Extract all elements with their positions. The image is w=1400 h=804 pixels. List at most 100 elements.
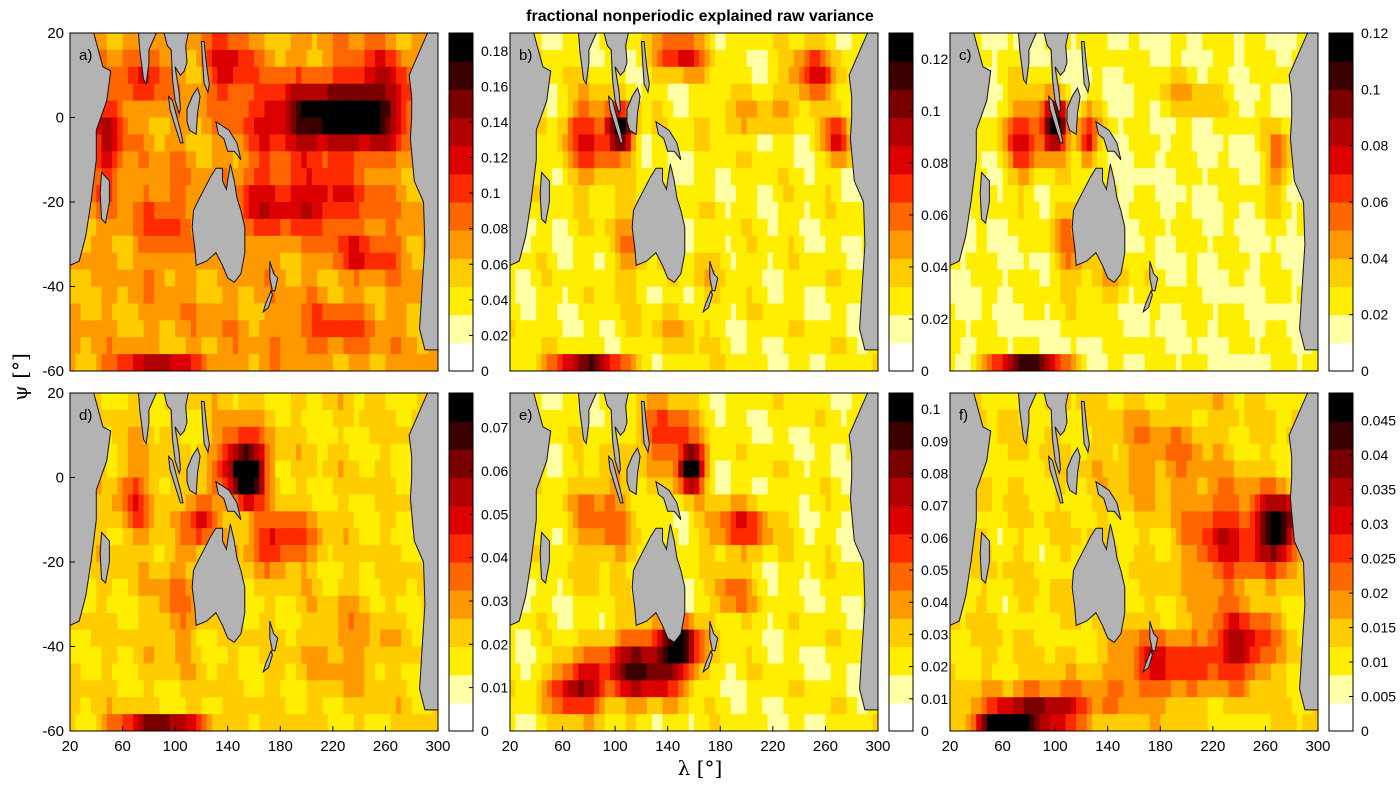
heatmap-cell <box>411 33 418 51</box>
heatmap-cell <box>1239 269 1245 288</box>
heatmap-cell <box>1207 286 1214 304</box>
heatmap-cell <box>1202 218 1209 237</box>
heatmap-cell <box>159 562 166 580</box>
heatmap-cell <box>651 134 658 152</box>
heatmap-cell <box>1055 218 1061 237</box>
heatmap-cell <box>1254 337 1261 355</box>
heatmap-cell <box>950 303 956 321</box>
heatmap-cell <box>275 134 281 152</box>
heatmap-cell <box>788 134 795 152</box>
heatmap-cell <box>127 202 134 220</box>
heatmap-cell <box>369 252 376 271</box>
heatmap-cell <box>841 185 848 203</box>
heatmap-cell <box>70 354 76 371</box>
heatmap-cell <box>604 235 611 254</box>
heatmap-cell <box>254 354 260 371</box>
heatmap-cell <box>1097 320 1104 338</box>
heatmap-cell <box>190 646 197 664</box>
heatmap-cell <box>1002 320 1009 338</box>
heatmap-cell <box>206 612 213 631</box>
heatmap-cell <box>1018 134 1025 152</box>
heatmap-cell <box>851 49 858 68</box>
heatmap-cell <box>793 337 800 355</box>
heatmap-cell <box>1239 33 1245 51</box>
heatmap-cell <box>1065 218 1072 237</box>
heatmap-cell <box>546 49 553 68</box>
heatmap-cell <box>159 117 166 135</box>
heatmap-cell <box>117 252 124 271</box>
heatmap-cell <box>1144 354 1151 371</box>
heatmap-cell <box>196 426 203 445</box>
heatmap-cell <box>101 303 108 321</box>
heatmap-cell <box>1281 286 1288 304</box>
heatmap-cell <box>583 151 590 169</box>
heatmap-cell <box>112 235 118 254</box>
heatmap-cell <box>976 354 983 371</box>
heatmap-cell <box>646 33 653 51</box>
heatmap-cell <box>1076 337 1083 355</box>
heatmap-cell <box>1254 286 1261 304</box>
heatmap-cell <box>567 83 574 102</box>
heatmap-cell <box>625 151 632 169</box>
heatmap-cell <box>694 202 700 220</box>
heatmap-cell <box>243 134 250 152</box>
heatmap-cell <box>1128 235 1135 254</box>
heatmap-cell <box>997 320 1004 338</box>
heatmap-cell <box>746 354 753 371</box>
heatmap-cell <box>201 528 208 546</box>
heatmap-cell <box>364 354 371 371</box>
heatmap-cell <box>1239 235 1245 254</box>
heatmap-cell <box>85 680 92 698</box>
heatmap-cell <box>557 151 564 169</box>
heatmap-cell <box>783 286 790 304</box>
heatmap-cell <box>117 83 124 102</box>
heatmap-cell <box>562 151 569 169</box>
heatmap-cell <box>217 697 224 715</box>
heatmap-cell <box>364 100 371 119</box>
heatmap-cell <box>630 185 637 203</box>
heatmap-cell <box>541 286 548 304</box>
heatmap-cell <box>788 185 795 203</box>
heatmap-cell <box>709 303 716 321</box>
heatmap-cell <box>196 409 203 428</box>
heatmap-cell <box>783 320 790 338</box>
land-layer <box>70 33 438 351</box>
heatmap-cell <box>1023 134 1030 152</box>
heatmap-cell <box>1244 168 1251 186</box>
heatmap-cell <box>767 49 774 68</box>
heatmap-cell <box>1049 134 1056 152</box>
heatmap-cell <box>1270 100 1277 119</box>
heatmap-cell <box>1170 286 1177 304</box>
heatmap-cell <box>101 269 108 288</box>
heatmap-cell <box>1102 286 1109 304</box>
heatmap-cell <box>269 83 276 102</box>
heatmap-cell <box>683 303 690 321</box>
heatmap-cell <box>311 218 318 237</box>
heatmap-cell <box>1265 286 1272 304</box>
heatmap-cell <box>1091 33 1098 51</box>
heatmap-cell <box>992 354 998 371</box>
heatmap-cell <box>788 33 795 51</box>
heatmap-cell <box>699 100 706 119</box>
heatmap-cell <box>720 49 727 68</box>
heatmap-cell <box>290 354 297 371</box>
heatmap-cell <box>667 303 674 321</box>
heatmap-cell <box>138 235 145 254</box>
heatmap-cell <box>190 528 197 546</box>
heatmap-cell <box>185 680 192 698</box>
heatmap-cell <box>211 629 218 648</box>
heatmap-cell <box>615 337 621 355</box>
heatmap-cell <box>332 83 339 102</box>
heatmap-cell <box>1239 218 1245 237</box>
heatmap-cell <box>359 66 365 85</box>
heatmap-cell <box>1286 235 1293 254</box>
heatmap-cell <box>169 235 176 254</box>
heatmap-cell <box>720 83 727 102</box>
heatmap-cell <box>567 151 574 169</box>
heatmap-cell <box>841 49 848 68</box>
heatmap-cell <box>678 320 685 338</box>
heatmap-cell <box>1107 117 1114 135</box>
heatmap-cell <box>588 66 595 85</box>
heatmap-cell <box>290 83 297 102</box>
heatmap-cell <box>1281 269 1288 288</box>
